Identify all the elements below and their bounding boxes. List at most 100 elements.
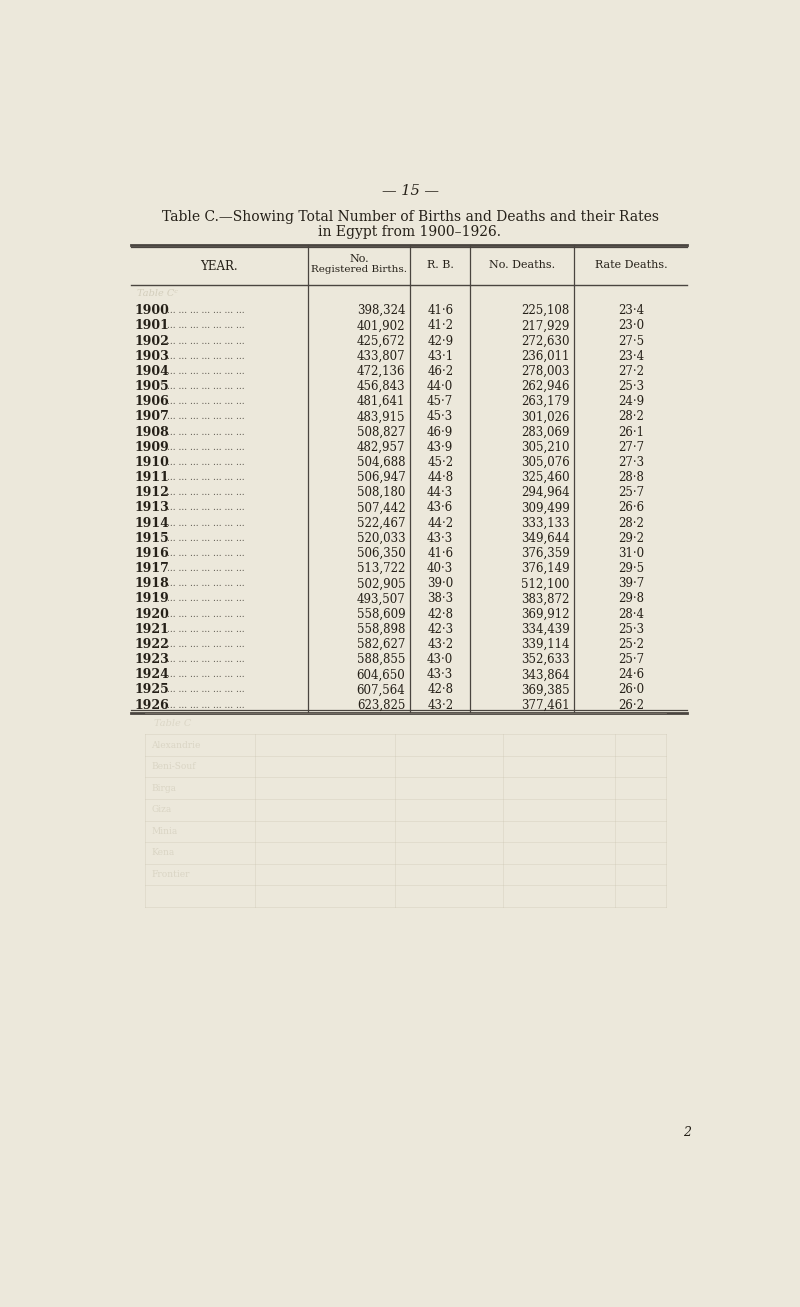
- Text: 29·8: 29·8: [618, 592, 644, 605]
- Text: 1901: 1901: [135, 319, 170, 332]
- Text: 1916: 1916: [135, 546, 170, 559]
- Text: 508,180: 508,180: [357, 486, 406, 499]
- Text: Table C.—Showing Total Number of Births and Deaths and their Rates: Table C.—Showing Total Number of Births …: [162, 210, 658, 223]
- Text: 507,442: 507,442: [357, 502, 406, 515]
- Text: 376,149: 376,149: [521, 562, 570, 575]
- Text: 217,929: 217,929: [522, 319, 570, 332]
- Text: 283,069: 283,069: [521, 426, 570, 439]
- Text: 1902: 1902: [135, 335, 170, 348]
- Text: 29·5: 29·5: [618, 562, 644, 575]
- Text: Giza: Giza: [151, 805, 171, 814]
- Text: 425,672: 425,672: [357, 335, 406, 348]
- Text: ... ... ... ... ... ... ...: ... ... ... ... ... ... ...: [166, 685, 244, 694]
- Text: 1906: 1906: [135, 395, 170, 408]
- Text: 25·7: 25·7: [618, 654, 644, 667]
- Text: 1923: 1923: [135, 654, 170, 667]
- Text: ... ... ... ... ... ... ...: ... ... ... ... ... ... ...: [166, 640, 244, 650]
- Text: 377,461: 377,461: [521, 699, 570, 711]
- Text: Table C: Table C: [154, 719, 192, 728]
- Text: ... ... ... ... ... ... ...: ... ... ... ... ... ... ...: [166, 367, 244, 376]
- Text: Beni-Souf: Beni-Souf: [151, 762, 196, 771]
- Text: 44·3: 44·3: [427, 486, 454, 499]
- Text: 1920: 1920: [135, 608, 170, 621]
- Text: 1904: 1904: [135, 365, 170, 378]
- Text: 1914: 1914: [135, 516, 170, 529]
- Text: 24·6: 24·6: [618, 668, 644, 681]
- Text: 1913: 1913: [135, 502, 170, 515]
- Text: 1922: 1922: [135, 638, 170, 651]
- Text: 1919: 1919: [135, 592, 170, 605]
- Text: 456,843: 456,843: [357, 380, 406, 393]
- Text: 504,688: 504,688: [357, 456, 406, 469]
- Text: 26·0: 26·0: [618, 684, 644, 697]
- Text: 376,359: 376,359: [521, 546, 570, 559]
- Text: 383,872: 383,872: [522, 592, 570, 605]
- Text: 588,855: 588,855: [357, 654, 406, 667]
- Text: ... ... ... ... ... ... ...: ... ... ... ... ... ... ...: [166, 382, 244, 391]
- Text: 1915: 1915: [135, 532, 170, 545]
- Text: 42·8: 42·8: [427, 608, 454, 621]
- Text: 1926: 1926: [135, 699, 170, 711]
- Text: 1907: 1907: [135, 410, 170, 423]
- Text: 25·7: 25·7: [618, 486, 644, 499]
- Text: 558,609: 558,609: [357, 608, 406, 621]
- Text: 27·3: 27·3: [618, 456, 644, 469]
- Text: ... ... ... ... ... ... ...: ... ... ... ... ... ... ...: [166, 670, 244, 680]
- Text: ... ... ... ... ... ... ...: ... ... ... ... ... ... ...: [166, 413, 244, 421]
- Text: 45·2: 45·2: [427, 456, 454, 469]
- Text: ... ... ... ... ... ... ...: ... ... ... ... ... ... ...: [166, 427, 244, 437]
- Text: 43·6: 43·6: [427, 502, 454, 515]
- Text: ... ... ... ... ... ... ...: ... ... ... ... ... ... ...: [166, 306, 244, 315]
- Text: 42·8: 42·8: [427, 684, 454, 697]
- Text: 1910: 1910: [135, 456, 170, 469]
- Text: No.: No.: [349, 254, 369, 264]
- Text: 1909: 1909: [135, 440, 170, 454]
- Text: 43·1: 43·1: [427, 350, 454, 363]
- Text: 29·2: 29·2: [618, 532, 644, 545]
- Text: 508,827: 508,827: [357, 426, 406, 439]
- Text: 41·6: 41·6: [427, 305, 454, 318]
- Text: 43·3: 43·3: [427, 668, 454, 681]
- Text: ... ... ... ... ... ... ...: ... ... ... ... ... ... ...: [166, 579, 244, 588]
- Text: 44·0: 44·0: [427, 380, 454, 393]
- Text: 1921: 1921: [135, 622, 170, 635]
- Text: 23·4: 23·4: [618, 350, 644, 363]
- Text: 25·2: 25·2: [618, 638, 644, 651]
- Text: 506,947: 506,947: [357, 471, 406, 484]
- Text: 1924: 1924: [135, 668, 170, 681]
- Text: 522,467: 522,467: [357, 516, 406, 529]
- Text: ... ... ... ... ... ... ...: ... ... ... ... ... ... ...: [166, 337, 244, 345]
- Text: 558,898: 558,898: [357, 622, 406, 635]
- Text: 339,114: 339,114: [521, 638, 570, 651]
- Text: 27·2: 27·2: [618, 365, 644, 378]
- Text: 42·3: 42·3: [427, 622, 454, 635]
- Text: 25·3: 25·3: [618, 380, 644, 393]
- Text: Registered Births.: Registered Births.: [311, 264, 407, 273]
- Text: Birga: Birga: [151, 784, 176, 792]
- Text: ... ... ... ... ... ... ...: ... ... ... ... ... ... ...: [166, 549, 244, 558]
- Text: ... ... ... ... ... ... ...: ... ... ... ... ... ... ...: [166, 457, 244, 467]
- Text: No. Deaths.: No. Deaths.: [490, 260, 555, 271]
- Text: in Egypt from 1900–1926.: in Egypt from 1900–1926.: [318, 225, 502, 239]
- Text: Minia: Minia: [151, 827, 178, 835]
- Text: 2: 2: [683, 1125, 691, 1138]
- Text: 43·3: 43·3: [427, 532, 454, 545]
- Text: 27·7: 27·7: [618, 440, 644, 454]
- Text: Rate Deaths.: Rate Deaths.: [594, 260, 667, 271]
- Text: ... ... ... ... ... ... ...: ... ... ... ... ... ... ...: [166, 443, 244, 452]
- Text: 46·9: 46·9: [427, 426, 454, 439]
- Text: 333,133: 333,133: [521, 516, 570, 529]
- Text: Frontier: Frontier: [151, 870, 190, 878]
- Text: 272,630: 272,630: [521, 335, 570, 348]
- Text: 493,507: 493,507: [357, 592, 406, 605]
- Text: 26·1: 26·1: [618, 426, 644, 439]
- Text: 1925: 1925: [135, 684, 170, 697]
- Text: 623,825: 623,825: [357, 699, 406, 711]
- Text: 352,633: 352,633: [521, 654, 570, 667]
- Text: 278,003: 278,003: [521, 365, 570, 378]
- Text: 44·2: 44·2: [427, 516, 454, 529]
- Text: 28·2: 28·2: [618, 516, 644, 529]
- Text: 26·2: 26·2: [618, 699, 644, 711]
- Text: 28·2: 28·2: [618, 410, 644, 423]
- Text: 481,641: 481,641: [357, 395, 406, 408]
